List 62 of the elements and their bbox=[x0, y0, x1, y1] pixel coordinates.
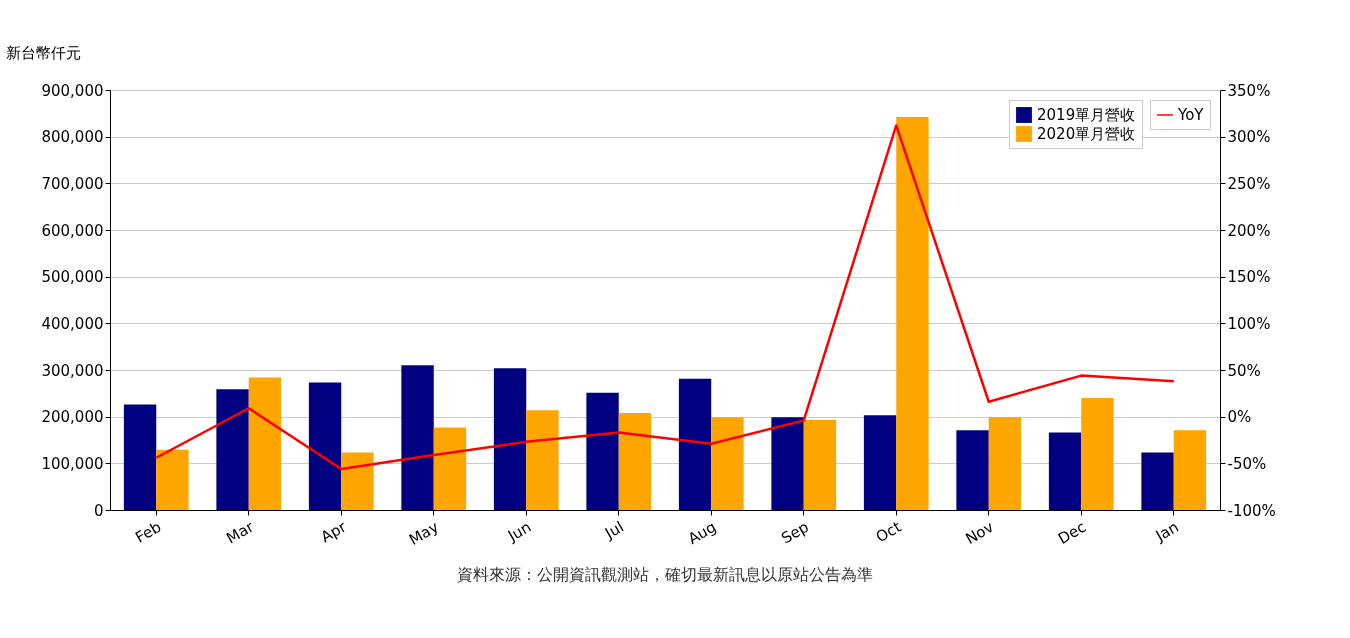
bar bbox=[123, 404, 157, 510]
y2-tick-label: -50% bbox=[1227, 454, 1267, 473]
y2-tick-label: 300% bbox=[1227, 128, 1271, 147]
y2-tick-label: 350% bbox=[1227, 81, 1271, 100]
x-tick-label: May bbox=[405, 517, 442, 549]
bar bbox=[988, 417, 1022, 510]
x-tick-label: Feb bbox=[132, 517, 165, 547]
y-tick-label: 300,000 bbox=[41, 361, 104, 380]
y2-tick-label: -100% bbox=[1227, 501, 1276, 520]
legend-label: 2019單月營收 bbox=[1037, 106, 1136, 124]
x-tick-label: Jun bbox=[504, 517, 535, 546]
y-tick-label: 500,000 bbox=[41, 268, 104, 287]
bar bbox=[896, 117, 929, 510]
bar bbox=[156, 449, 189, 510]
bar bbox=[863, 415, 897, 510]
y-axis-title: 新台幣仟元 bbox=[5, 43, 81, 62]
y2-tick-label: 150% bbox=[1227, 268, 1271, 287]
y-tick-label: 200,000 bbox=[41, 408, 104, 427]
bar bbox=[1081, 398, 1114, 510]
bar bbox=[1048, 432, 1082, 510]
bar bbox=[678, 378, 712, 510]
y2-tick-label: 50% bbox=[1227, 361, 1261, 380]
bar bbox=[248, 377, 282, 510]
y-tick-label: 700,000 bbox=[41, 174, 104, 193]
y2-tick-label: 200% bbox=[1227, 221, 1271, 240]
x-tick-label: Aug bbox=[684, 517, 720, 548]
bar bbox=[771, 417, 804, 510]
bar bbox=[1173, 430, 1207, 510]
bar bbox=[803, 419, 837, 510]
bar bbox=[526, 410, 559, 510]
bar bbox=[711, 417, 744, 510]
line-series bbox=[155, 124, 1175, 471]
bar bbox=[433, 427, 467, 510]
y-tick-label: 400,000 bbox=[41, 314, 104, 333]
x-tick-label: Apr bbox=[317, 517, 350, 547]
bar bbox=[618, 412, 652, 510]
x-tick-label: Oct bbox=[872, 517, 905, 547]
x-tick-label: Sep bbox=[778, 517, 812, 548]
x-tick-label: Jan bbox=[1151, 517, 1182, 546]
x-tick-label: Jul bbox=[601, 517, 627, 543]
bar bbox=[1141, 452, 1174, 510]
x-tick-label: Dec bbox=[1055, 517, 1090, 548]
y2-tick-label: 100% bbox=[1227, 314, 1271, 333]
bar bbox=[216, 389, 249, 510]
bar bbox=[493, 368, 527, 510]
x-tick-label: Nov bbox=[962, 517, 997, 548]
bar bbox=[308, 382, 342, 510]
y-tick-label: 0 bbox=[93, 501, 104, 520]
legend-label: 2020單月營收 bbox=[1037, 125, 1136, 143]
y2-tick-label: 0% bbox=[1227, 408, 1252, 427]
source-note: 資料來源：公開資訊觀測站，確切最新訊息以原站公告為準 bbox=[457, 565, 873, 585]
y-tick-label: 800,000 bbox=[41, 128, 104, 147]
bar bbox=[341, 452, 374, 510]
x-tick-label: Mar bbox=[223, 517, 258, 548]
bar bbox=[401, 365, 434, 510]
legend-label: YoY bbox=[1177, 106, 1205, 124]
bar bbox=[956, 430, 989, 510]
y-tick-label: 600,000 bbox=[41, 221, 104, 240]
y2-tick-label: 250% bbox=[1227, 174, 1271, 193]
y-tick-label: 100,000 bbox=[41, 454, 104, 473]
bar bbox=[586, 392, 619, 510]
y-tick-label: 900,000 bbox=[41, 81, 104, 100]
